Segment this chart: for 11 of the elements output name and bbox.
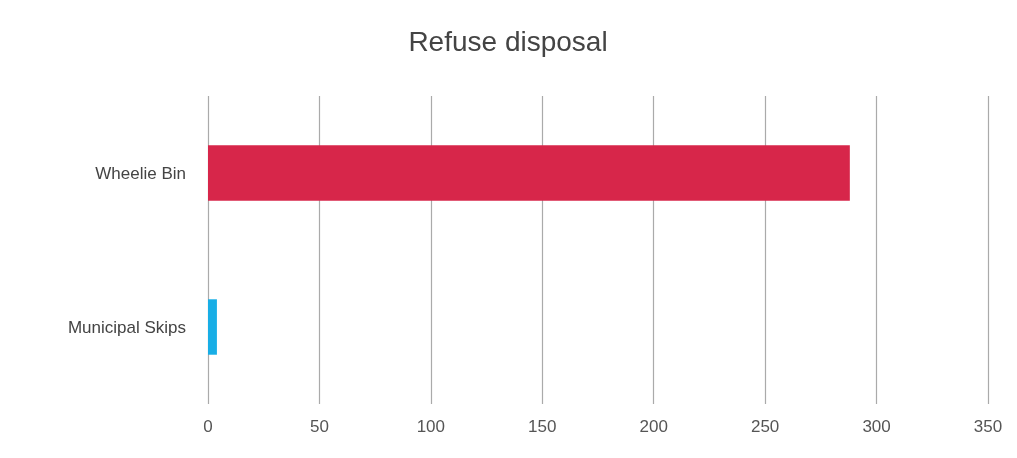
x-tick-label: 0 — [203, 417, 213, 436]
x-tick-label: 50 — [309, 417, 329, 436]
x-tick-label: 300 — [862, 417, 891, 436]
y-tick-label: Wheelie Bin — [95, 163, 186, 183]
x-tick-label: 150 — [528, 417, 557, 436]
x-tick-label: 100 — [416, 417, 446, 436]
x-tick-label: 250 — [750, 417, 780, 436]
x-tick-label: 200 — [639, 417, 668, 436]
y-tick-label: Municipal Skips — [67, 317, 186, 337]
x-tick-label: 350 — [973, 417, 1003, 436]
chart-title: Refuse disposal — [408, 25, 608, 57]
